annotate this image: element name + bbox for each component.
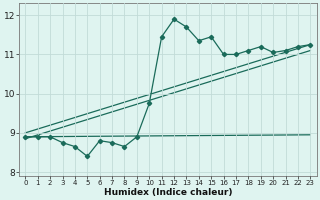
X-axis label: Humidex (Indice chaleur): Humidex (Indice chaleur) [104, 188, 232, 197]
